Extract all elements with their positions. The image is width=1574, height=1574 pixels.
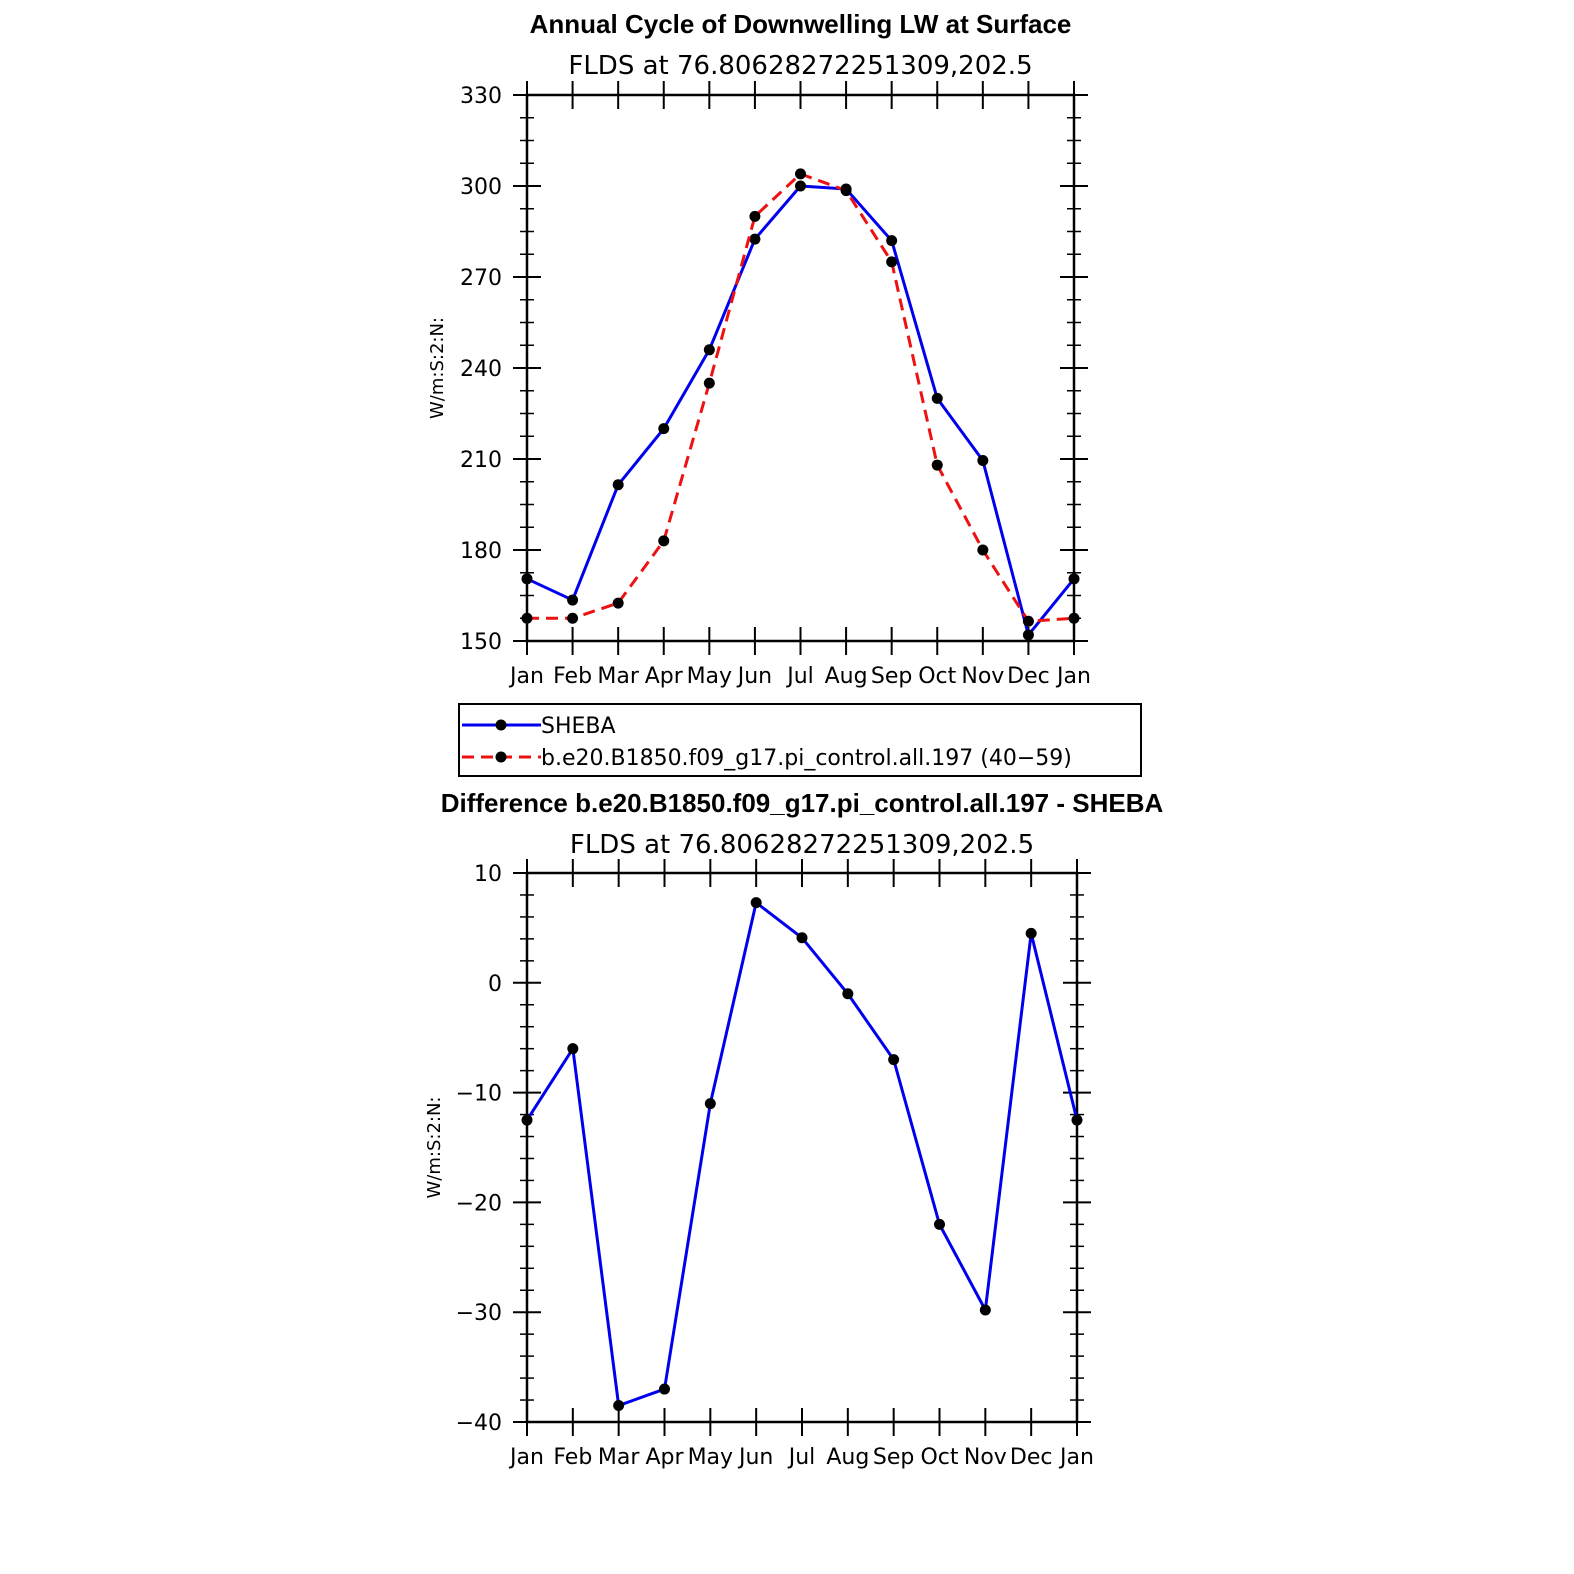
data-point-marker xyxy=(521,612,533,624)
series-line xyxy=(527,172,1075,623)
data-point-marker xyxy=(796,932,808,944)
x-tick-label: Jan xyxy=(508,664,544,689)
data-point-marker xyxy=(977,544,989,556)
data-point-marker xyxy=(1068,573,1080,585)
data-point-marker xyxy=(658,535,670,547)
data-point-marker xyxy=(567,1043,579,1055)
legend-entry-label: SHEBA xyxy=(541,714,616,739)
y-axis-label: W/m:S:2:N: xyxy=(424,1097,445,1199)
chart-panel-2: Difference b.e20.B1850.f09_g17.pi_contro… xyxy=(424,788,1163,1470)
series-1 xyxy=(521,897,1083,1412)
x-tick-label: Aug xyxy=(826,1445,869,1470)
x-tick-label: Nov xyxy=(961,664,1004,689)
legend: SHEBA b.e20.B1850.f09_g17.pi_control.all.… xyxy=(458,703,1142,777)
chart-subtitle: FLDS at 76.80628272251309,202.5 xyxy=(568,51,1032,81)
y-tick-label: −30 xyxy=(456,1301,502,1326)
x-tick-label: Jul xyxy=(787,1445,816,1470)
series-line xyxy=(526,184,1076,637)
legend-entry-label: b.e20.B1850.f09_g17.pi_control.all.197 (… xyxy=(541,746,1072,771)
x-tick-label: Apr xyxy=(645,1445,684,1470)
x-tick-label: Nov xyxy=(964,1445,1007,1470)
data-point-marker xyxy=(977,455,989,467)
x-tick-label: Jan xyxy=(1055,664,1091,689)
data-point-marker xyxy=(1068,612,1080,624)
data-point-marker xyxy=(795,180,806,192)
legend-box xyxy=(458,703,1142,777)
x-tick-label: May xyxy=(688,1445,733,1470)
x-tick-label: Sep xyxy=(873,1445,914,1470)
data-point-marker xyxy=(521,1114,533,1126)
data-point-marker xyxy=(795,168,806,180)
data-point-marker xyxy=(521,573,533,585)
data-point-marker xyxy=(886,235,898,247)
data-point-marker xyxy=(567,612,579,624)
data-point-marker xyxy=(704,1098,716,1110)
data-point-marker xyxy=(1022,615,1034,627)
data-point-marker xyxy=(931,459,943,471)
x-tick-label: Sep xyxy=(871,664,912,689)
data-point-marker xyxy=(1022,629,1034,641)
data-point-marker xyxy=(934,1218,945,1230)
y-tick-label: −20 xyxy=(456,1191,502,1216)
x-tick-label: Oct xyxy=(920,1445,958,1470)
data-point-marker xyxy=(703,377,715,389)
x-tick-label: Jul xyxy=(785,664,814,689)
x-tick-label: Jan xyxy=(508,1445,544,1470)
x-tick-label: Aug xyxy=(825,664,868,689)
data-point-marker xyxy=(658,423,670,435)
data-point-marker xyxy=(612,479,624,491)
legend-marker-swatch xyxy=(495,751,507,763)
data-point-marker xyxy=(979,1304,991,1316)
x-tick-label: Feb xyxy=(553,1445,592,1470)
x-tick-label: Feb xyxy=(553,664,592,689)
data-point-marker xyxy=(612,597,624,609)
chart-title: Difference b.e20.B1850.f09_g17.pi_contro… xyxy=(441,788,1164,818)
data-point-marker xyxy=(659,1383,670,1395)
legend-marker-swatch xyxy=(495,719,507,731)
y-tick-label: −40 xyxy=(456,1411,502,1436)
y-tick-label: 0 xyxy=(488,972,502,997)
y-tick-label: 210 xyxy=(460,448,502,473)
y-tick-label: −10 xyxy=(456,1082,502,1107)
y-tick-label: 300 xyxy=(460,175,502,200)
x-tick-label: Apr xyxy=(645,664,684,689)
y-tick-label: 10 xyxy=(474,862,502,887)
data-point-marker xyxy=(1071,1114,1083,1126)
data-point-marker xyxy=(749,233,761,245)
x-tick-label: Jun xyxy=(736,664,772,689)
x-tick-label: Jan xyxy=(1058,1445,1094,1470)
data-point-marker xyxy=(750,897,762,909)
x-tick-label: Dec xyxy=(1010,1445,1053,1470)
data-point-marker xyxy=(703,344,715,356)
series-line xyxy=(525,901,1079,1408)
chart-panel-1: Annual Cycle of Downwelling LW at Surfac… xyxy=(427,9,1142,777)
x-tick-label: Mar xyxy=(597,664,639,689)
y-tick-label: 270 xyxy=(460,266,502,291)
data-point-marker xyxy=(613,1400,625,1412)
data-point-marker xyxy=(749,210,761,222)
data-point-marker xyxy=(840,185,852,197)
x-tick-label: May xyxy=(687,664,732,689)
chart-title: Annual Cycle of Downwelling LW at Surfac… xyxy=(530,9,1072,39)
data-point-marker xyxy=(1025,927,1037,939)
chart-subtitle: FLDS at 76.80628272251309,202.5 xyxy=(570,830,1034,860)
y-axis-label: W/m:S:2:N: xyxy=(427,317,448,419)
x-tick-label: Dec xyxy=(1007,664,1050,689)
data-point-marker xyxy=(842,988,854,1000)
series-2 xyxy=(521,168,1080,627)
y-tick-label: 180 xyxy=(460,539,502,564)
data-point-marker xyxy=(567,594,579,606)
y-tick-label: 150 xyxy=(460,630,502,655)
x-tick-label: Mar xyxy=(598,1445,640,1470)
y-tick-label: 330 xyxy=(460,84,502,109)
x-tick-label: Oct xyxy=(918,664,956,689)
data-point-marker xyxy=(931,392,943,404)
data-point-marker xyxy=(886,256,898,268)
y-tick-label: 240 xyxy=(460,357,502,382)
x-tick-label: Jun xyxy=(737,1445,773,1470)
data-point-marker xyxy=(888,1054,900,1066)
